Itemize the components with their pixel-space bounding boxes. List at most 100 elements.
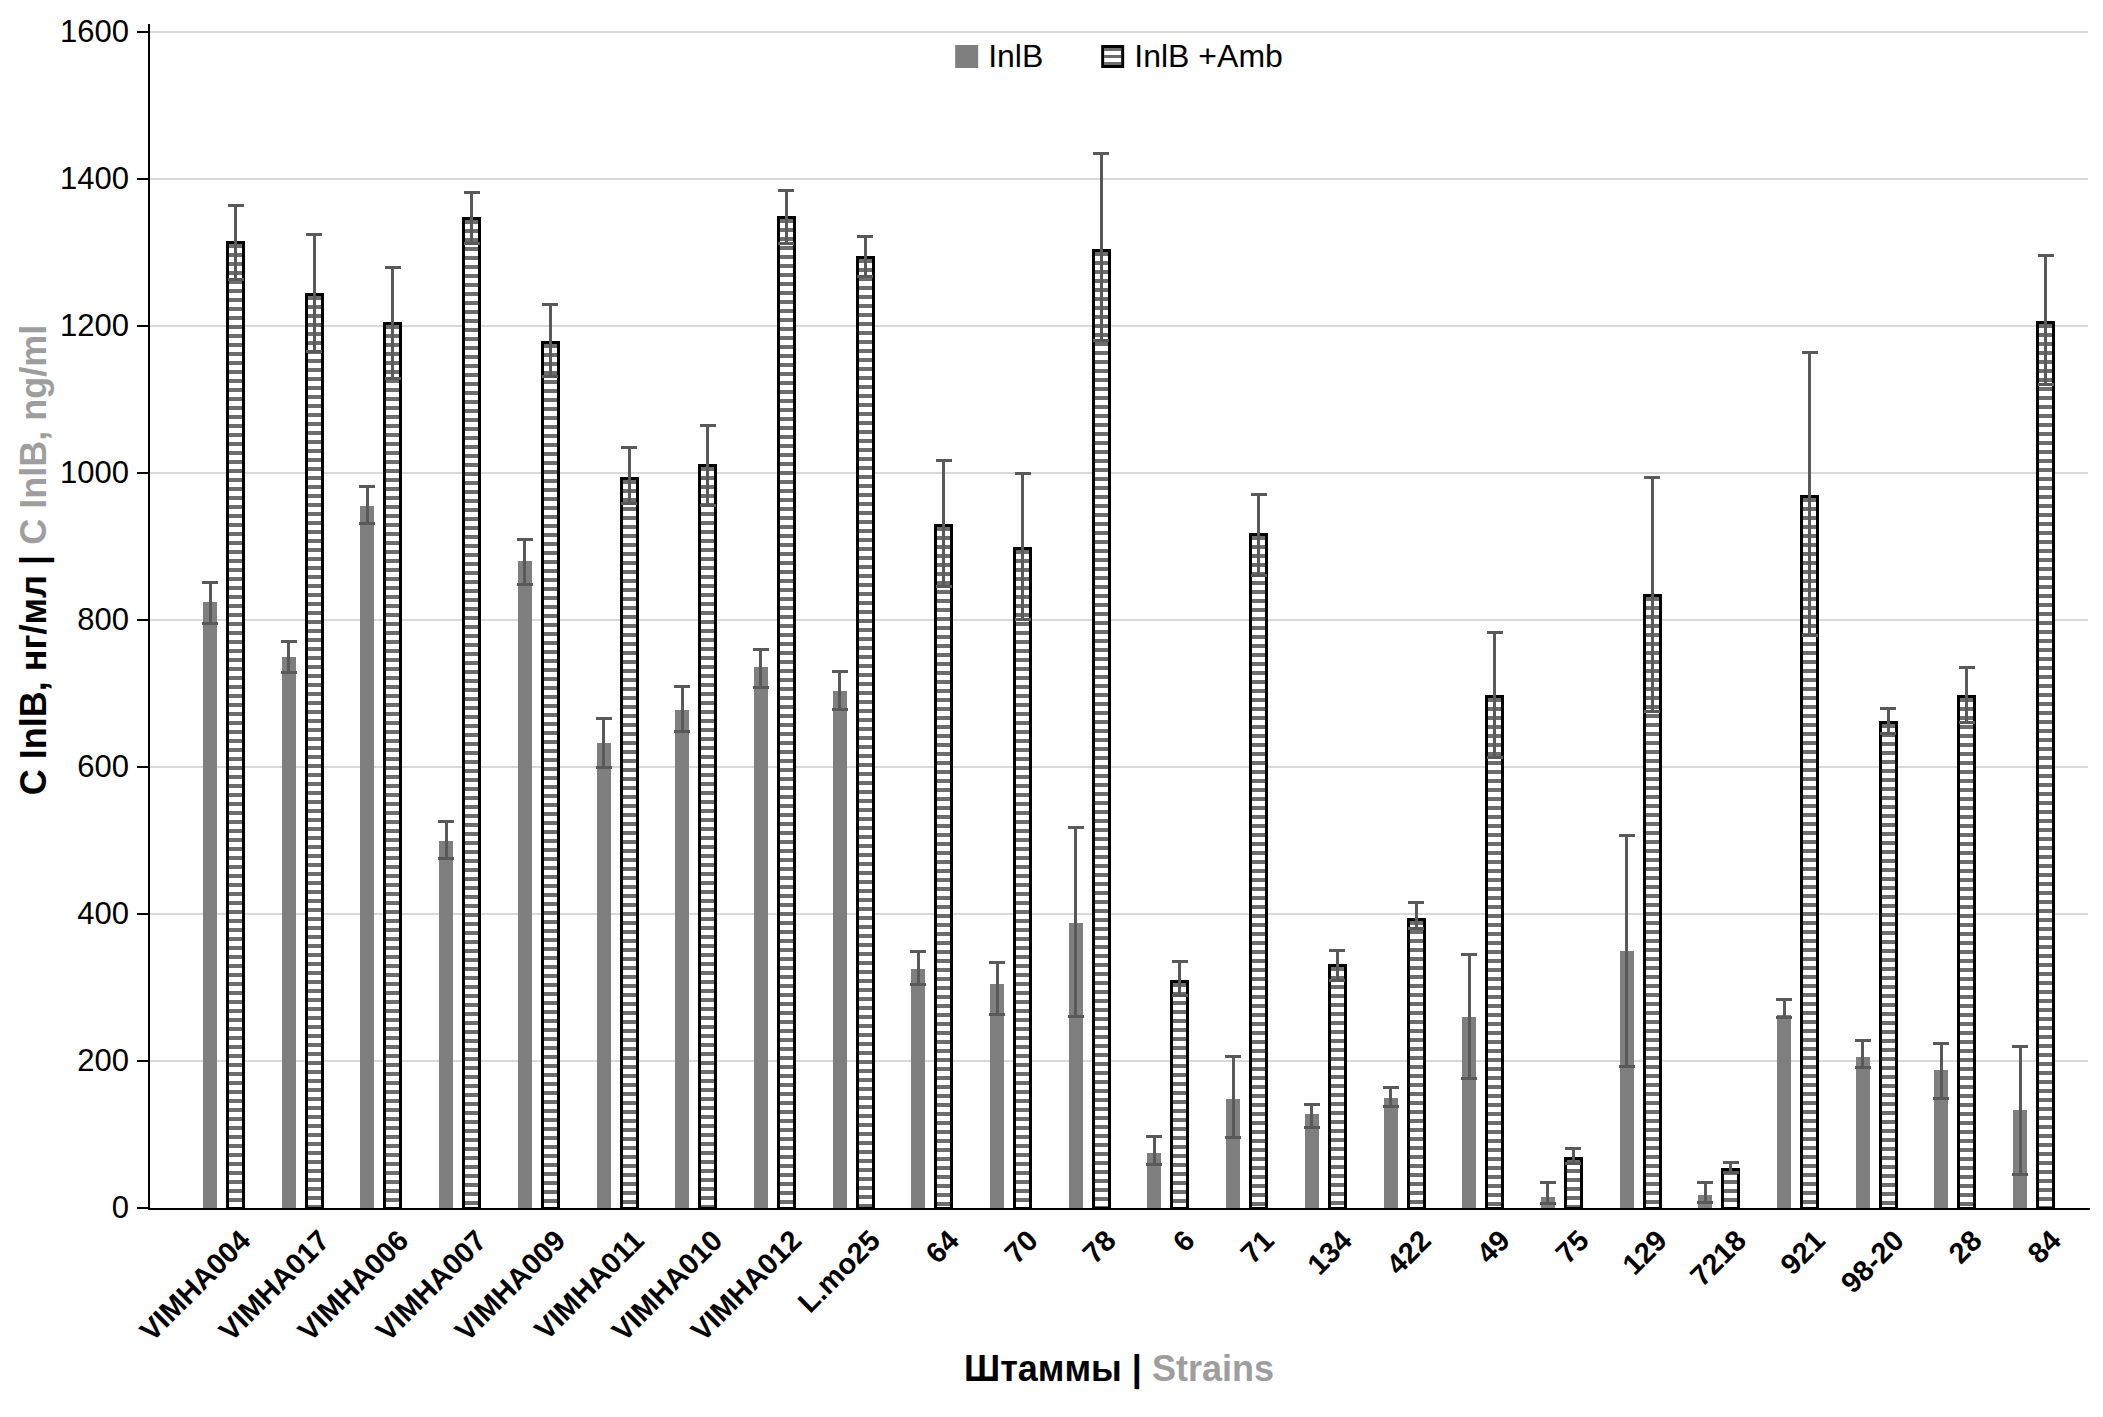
error-bar-inlb-amb-98-20 [1887, 708, 1890, 734]
error-bar-inlb-VIMHA011-cap-bottom [596, 766, 612, 769]
error-bar-inlb-amb-921-cap-bottom [1802, 634, 1818, 637]
error-bar-inlb-amb-6-cap-top [1172, 960, 1188, 963]
error-bar-inlb-98-20-cap-bottom [1855, 1066, 1871, 1069]
error-bar-inlb-78-cap-bottom [1068, 1015, 1084, 1018]
error-bar-inlb-amb-84 [2044, 255, 2047, 385]
error-bar-inlb-VIMHA012-cap-bottom [753, 686, 769, 689]
x-axis-line [148, 1208, 2090, 1210]
gridline [150, 472, 2088, 474]
bar-inlb-98-20 [1856, 1057, 1870, 1208]
error-bar-inlb-amb-49-cap-top [1487, 631, 1503, 634]
error-bar-inlb-amb-134 [1336, 950, 1339, 981]
error-bar-inlb-134-cap-top [1304, 1103, 1320, 1106]
error-bar-inlb-64-cap-top [910, 950, 926, 953]
error-bar-inlb-84-cap-bottom [2012, 1173, 2028, 1176]
error-bar-inlb-amb-71-cap-bottom [1251, 574, 1267, 577]
bar-inlb-VIMHA009 [518, 561, 532, 1208]
error-bar-inlb-amb-VIMHA009 [549, 304, 552, 378]
bar-inlb-amb-64 [934, 524, 953, 1210]
error-bar-inlb-amb-49 [1493, 632, 1496, 758]
bar-inlb-VIMHA012 [754, 667, 768, 1208]
x-category-label-text: 84 [2021, 1224, 2067, 1270]
error-bar-inlb-amb-7218-cap-bottom [1723, 1171, 1739, 1174]
legend-swatch-solid [955, 45, 978, 68]
error-bar-inlb-VIMHA009-cap-top [517, 538, 533, 541]
error-bar-inlb-VIMHA006-cap-bottom [359, 522, 375, 525]
error-bar-inlb-amb-VIMHA007-cap-top [464, 191, 480, 194]
error-bar-inlb-129 [1625, 835, 1628, 1067]
error-bar-inlb-amb-28 [1965, 667, 1968, 723]
y-axis-title-secondary: C InlB, ng/ml [13, 325, 54, 545]
error-bar-inlb-amb-VIMHA011-cap-top [621, 446, 637, 449]
bar-inlb-VIMHA010 [675, 710, 689, 1208]
gridline [150, 766, 2088, 768]
error-bar-inlb-VIMHA004-cap-top [202, 581, 218, 584]
y-axis-title-separator: | [13, 545, 54, 575]
error-bar-inlb-amb-6 [1178, 961, 1181, 996]
error-bar-inlb-amb-VIMHA004 [234, 205, 237, 281]
error-bar-inlb-amb-VIMHA006 [391, 267, 394, 379]
bar-inlb-amb-70 [1013, 547, 1032, 1211]
error-bar-inlb-84-cap-top [2012, 1045, 2028, 1048]
bar-inlb-VIMHA007 [439, 841, 453, 1209]
error-bar-inlb-75 [1546, 1182, 1549, 1204]
y-tick-label: 1400 [19, 161, 129, 197]
error-bar-inlb-amb-78 [1100, 153, 1103, 340]
error-bar-inlb-422-cap-bottom [1383, 1105, 1399, 1108]
bar-inlb-amb-VIMHA004 [226, 241, 245, 1210]
x-axis-title-secondary: Strains [1152, 1348, 1274, 1389]
error-bar-inlb-VIMHA017-cap-bottom [281, 671, 297, 674]
error-bar-inlb-28-cap-bottom [1933, 1097, 1949, 1100]
error-bar-inlb-VIMHA004-cap-bottom [202, 622, 218, 625]
x-category-label-text: L.mo25 [792, 1224, 887, 1319]
error-bar-inlb-VIMHA012 [759, 649, 762, 687]
error-bar-inlb-71 [1232, 1056, 1235, 1138]
error-bar-inlb-49-cap-bottom [1461, 1077, 1477, 1080]
error-bar-inlb-amb-64-cap-top [936, 459, 952, 462]
error-bar-inlb-amb-VIMHA010-cap-top [700, 424, 716, 427]
error-bar-inlb-VIMHA007-cap-bottom [438, 857, 454, 860]
y-axis-line [148, 24, 150, 1210]
bar-inlb-amb-78 [1092, 249, 1111, 1210]
bar-inlb-amb-28 [1957, 695, 1976, 1210]
bar-inlb-amb-422 [1407, 918, 1426, 1210]
error-bar-inlb-VIMHA009 [523, 539, 526, 585]
error-bar-inlb-amb-70-cap-top [1015, 472, 1031, 475]
gridline [150, 31, 2088, 33]
error-bar-inlb-6 [1153, 1136, 1156, 1165]
x-category-label-text: 64 [919, 1224, 965, 1270]
error-bar-inlb-amb-70 [1021, 473, 1024, 620]
y-tick-label: 1000 [19, 455, 129, 491]
error-bar-inlb-amb-L.mo25-cap-bottom [857, 275, 873, 278]
error-bar-inlb-amb-134-cap-bottom [1329, 979, 1345, 982]
x-category-label-text: 422 [1380, 1224, 1438, 1282]
x-category-label-text: 7218 [1684, 1224, 1753, 1293]
x-category-label-text: 71 [1234, 1224, 1280, 1270]
error-bar-inlb-7218-cap-bottom [1697, 1201, 1713, 1204]
error-bar-inlb-amb-422-cap-bottom [1408, 927, 1424, 930]
error-bar-inlb-amb-VIMHA006-cap-top [385, 266, 401, 269]
error-bar-inlb-70-cap-top [989, 961, 1005, 964]
x-category-label-text: 134 [1302, 1224, 1360, 1282]
error-bar-inlb-amb-71-cap-top [1251, 493, 1267, 496]
error-bar-inlb-amb-VIMHA012 [785, 190, 788, 244]
bar-inlb-amb-49 [1485, 695, 1504, 1210]
error-bar-inlb-amb-84-cap-bottom [2038, 383, 2054, 386]
error-bar-inlb-49-cap-top [1461, 953, 1477, 956]
error-bar-inlb-amb-921-cap-top [1802, 351, 1818, 354]
error-bar-inlb-amb-129-cap-top [1644, 476, 1660, 479]
error-bar-inlb-amb-78-cap-top [1093, 152, 1109, 155]
error-bar-inlb-84 [2019, 1046, 2022, 1175]
error-bar-inlb-VIMHA012-cap-top [753, 648, 769, 651]
error-bar-inlb-28 [1940, 1043, 1943, 1099]
bar-inlb-VIMHA011 [597, 743, 611, 1208]
error-bar-inlb-70-cap-bottom [989, 1013, 1005, 1016]
error-bar-inlb-amb-VIMHA010-cap-bottom [700, 504, 716, 507]
x-category-label-text: 49 [1470, 1224, 1516, 1270]
error-bar-inlb-129-cap-bottom [1619, 1065, 1635, 1068]
error-bar-inlb-amb-VIMHA017-cap-bottom [306, 350, 322, 353]
error-bar-inlb-amb-921 [1808, 352, 1811, 636]
error-bar-inlb-L.mo25 [838, 671, 841, 709]
x-category-label-text: 921 [1774, 1224, 1832, 1282]
error-bar-inlb-amb-L.mo25-cap-top [857, 235, 873, 238]
